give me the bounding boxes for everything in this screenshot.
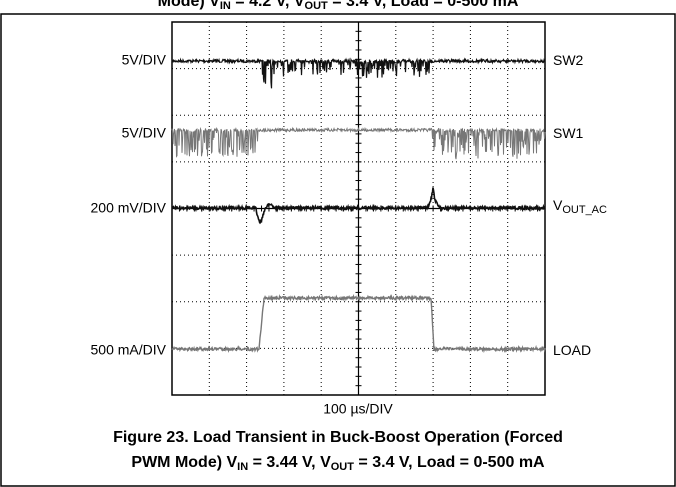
subscript: OUT bbox=[305, 0, 329, 12]
waveform bbox=[171, 57, 546, 89]
waveform bbox=[171, 293, 546, 354]
text-run: = 4.2 V, V bbox=[231, 0, 305, 10]
text-run: LOAD bbox=[553, 342, 591, 358]
subscript: OUT bbox=[331, 461, 355, 473]
channel-name: SW1 bbox=[553, 125, 584, 141]
text-run: = 3.4 V, Load = 0-500 mA bbox=[354, 454, 545, 471]
caption-line: Figure 23. Load Transient in Buck-Boost … bbox=[113, 429, 563, 446]
channel-scale: 500 mA/DIV bbox=[91, 342, 167, 358]
waveform bbox=[171, 126, 546, 160]
subscript: OUT_AC bbox=[562, 204, 607, 216]
channel-scale: 5V/DIV bbox=[122, 52, 167, 68]
text-run: = 3.44 V, V bbox=[248, 454, 331, 471]
channel-name: SW2 bbox=[553, 52, 584, 68]
text-run: PWM Mode) V bbox=[131, 454, 237, 471]
text-run: V bbox=[553, 197, 563, 213]
subscript: IN bbox=[220, 0, 231, 12]
time-scale: 100 µs/DIV bbox=[323, 401, 393, 417]
text-run: SW2 bbox=[553, 52, 584, 68]
channel-scale: 5V/DIV bbox=[122, 125, 167, 141]
text-run: = 3.4 V, Load = 0-500 mA bbox=[328, 0, 519, 10]
frame bbox=[0, 13, 676, 487]
channel-name: LOAD bbox=[553, 342, 591, 358]
channel-name: VOUT_AC bbox=[553, 197, 607, 216]
waveforms bbox=[171, 57, 546, 354]
text-run: Figure 23. Load Transient in Buck-Boost … bbox=[113, 429, 563, 446]
channel-scale: 200 mV/DIV bbox=[91, 200, 167, 216]
waveform bbox=[171, 187, 546, 225]
caption-line: PWM Mode) VIN = 3.44 V, VOUT = 3.4 V, Lo… bbox=[131, 454, 545, 473]
text-run: SW1 bbox=[553, 125, 584, 141]
subscript: IN bbox=[237, 461, 248, 473]
text-run: Mode) V bbox=[158, 0, 221, 10]
top-caption: Mode) VIN = 4.2 V, VOUT = 3.4 V, Load = … bbox=[158, 0, 519, 12]
labels: Mode) VIN = 4.2 V, VOUT = 3.4 V, Load = … bbox=[91, 0, 608, 473]
